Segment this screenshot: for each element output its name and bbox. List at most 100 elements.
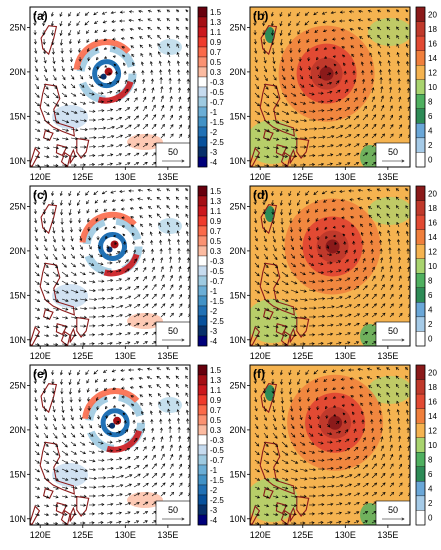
wind-vector-head — [51, 381, 55, 385]
wind-vector-head — [185, 213, 189, 217]
wind-vector-head — [339, 287, 343, 291]
wind-vector — [52, 369, 54, 375]
wind-vector-head — [84, 477, 88, 481]
wind-vector-head — [302, 163, 306, 167]
wind-vector — [61, 244, 66, 251]
wind-vector-head — [127, 448, 131, 451]
wind-vector — [290, 468, 298, 472]
land-outline — [30, 505, 41, 525]
wind-vector-head — [275, 265, 279, 269]
y-tick-label: 25N — [229, 22, 246, 32]
wind-vector — [43, 253, 48, 260]
wind-vector — [78, 208, 81, 214]
wind-vector — [263, 459, 269, 464]
wind-vector-head — [102, 20, 106, 24]
wind-vector — [335, 99, 341, 103]
wind-vector — [166, 392, 171, 398]
wind-vector — [177, 52, 180, 58]
wind-vector — [272, 226, 275, 234]
wind-vector-head — [321, 144, 326, 148]
wind-vector — [362, 97, 367, 103]
wind-vector-head — [74, 324, 78, 328]
wind-vector-head — [101, 503, 105, 507]
wind-vector-head — [337, 251, 341, 255]
wind-vector-head — [388, 418, 392, 422]
wind-vector — [151, 96, 155, 103]
wind-vector-head — [64, 504, 68, 508]
wind-vector-head — [33, 41, 37, 45]
wind-vector — [254, 298, 260, 302]
wind-vector-head — [304, 22, 308, 26]
wind-vector-head — [73, 521, 77, 525]
wind-vector-head — [63, 264, 67, 268]
wind-vector — [43, 74, 48, 81]
wind-vector — [88, 280, 95, 283]
wind-vector — [88, 253, 93, 258]
wind-vector — [34, 56, 38, 63]
wind-vector — [281, 101, 288, 106]
wind-vector — [398, 303, 403, 309]
colorbar-label: 0.7 — [210, 406, 222, 415]
wind-vector — [271, 190, 274, 196]
wind-vector — [362, 276, 367, 282]
wind-vector — [326, 459, 333, 461]
wind-vector — [254, 522, 260, 525]
wind-vector — [142, 79, 145, 85]
wind-vector — [315, 217, 319, 222]
colorbar-label: 0.9 — [210, 217, 222, 226]
plot-area: 50 — [250, 365, 410, 525]
wind-vector — [290, 298, 298, 302]
wind-vector — [142, 341, 148, 345]
wind-vector-head — [365, 293, 369, 297]
wind-vector — [103, 29, 108, 32]
wind-vector — [389, 463, 394, 470]
wind-vector-head — [83, 154, 87, 158]
wind-vector — [353, 428, 357, 434]
wind-vector — [362, 303, 369, 309]
wind-vector — [151, 143, 157, 148]
colorbar-swatch — [415, 379, 426, 395]
wind-vector-head — [371, 257, 375, 261]
wind-vector — [281, 110, 289, 115]
wind-vector-head — [361, 78, 366, 82]
wind-vector — [344, 493, 352, 497]
wind-vector — [297, 190, 301, 196]
wind-vector-head — [101, 467, 106, 471]
wind-vector-head — [100, 270, 105, 275]
wind-vector — [131, 54, 135, 58]
wind-vector-head — [136, 465, 140, 469]
wind-vector — [380, 427, 382, 434]
wind-vector-head — [146, 197, 151, 201]
wind-vector-head — [321, 494, 325, 498]
wind-vector-head — [347, 520, 351, 524]
wind-vector — [362, 249, 365, 255]
wind-vector-head — [360, 61, 364, 65]
wind-vector-head — [266, 504, 270, 508]
wind-vector — [70, 83, 76, 89]
wind-vector — [254, 164, 260, 167]
y-tick-label: 15N — [9, 290, 26, 300]
y-tick-label: 25N — [229, 201, 246, 211]
wind-vector-head — [332, 207, 336, 211]
wind-vector-head — [352, 411, 355, 415]
wind-vector-head — [137, 197, 141, 201]
wind-vector-head — [69, 220, 73, 224]
wind-vector-head — [363, 266, 367, 271]
wind-vector-head — [255, 68, 258, 72]
wind-vector-head — [95, 218, 99, 222]
wind-vector — [69, 378, 72, 385]
wind-vector-head — [364, 511, 369, 514]
wind-vector — [290, 110, 298, 114]
wind-vector — [371, 240, 373, 246]
wind-vector-head — [110, 323, 114, 327]
wind-vector-head — [70, 408, 74, 412]
wind-vector-head — [166, 367, 170, 371]
wind-vector-head — [356, 492, 361, 496]
wind-vector-head — [369, 61, 373, 65]
wind-vector-head — [396, 221, 400, 226]
wind-vector-head — [103, 126, 107, 130]
wind-vector — [160, 284, 165, 291]
wind-vector — [263, 495, 269, 498]
wind-vector-head — [36, 334, 40, 338]
wind-vector-head — [86, 39, 90, 43]
